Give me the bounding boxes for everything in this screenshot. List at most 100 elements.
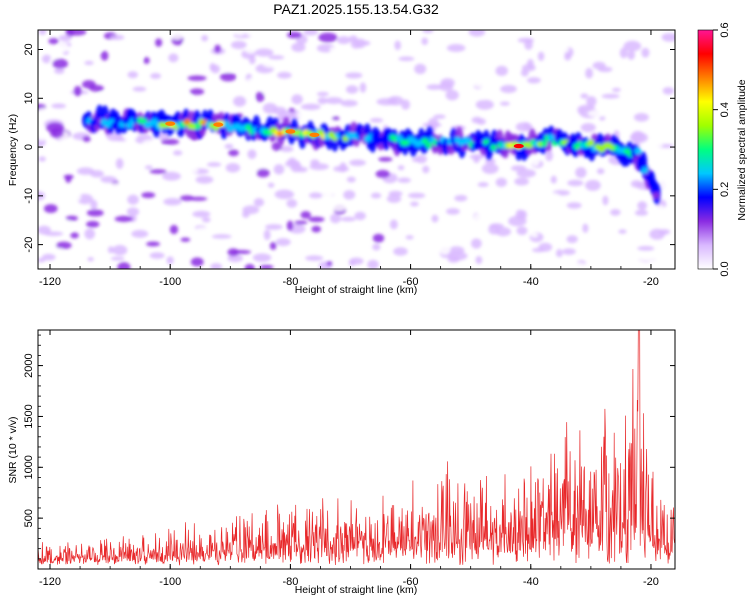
heatmap-noise-cell: [65, 215, 79, 221]
heatmap-noise-cell: [146, 241, 161, 247]
heatmap-noise-cell: [454, 194, 468, 202]
heatmap-noise-cell: [610, 209, 621, 216]
heatmap-noise-cell: [585, 67, 594, 79]
heatmap-noise-cell: [542, 192, 562, 204]
heatmap-noise-cell: [52, 58, 69, 69]
heatmap-noise-cell: [378, 156, 393, 162]
x-tick-label: -80: [282, 576, 298, 588]
heatmap-noise-cell: [172, 150, 183, 156]
heatmap-noise-cell: [445, 89, 459, 101]
heatmap-noise-cell: [157, 131, 170, 141]
heatmap-noise-cell: [286, 199, 298, 208]
heatmap-noise-cell: [206, 162, 222, 167]
snr-y-label: SNR (10 * v/v): [7, 416, 19, 483]
heatmap-noise-cell: [269, 242, 277, 250]
heatmap-noise-cell: [317, 97, 328, 105]
heatmap-noise-cell: [131, 229, 149, 238]
heatmap-noise-cell: [84, 228, 96, 240]
heatmap-noise-cell: [397, 165, 405, 171]
heatmap-noise-cell: [596, 168, 605, 175]
heatmap-noise-cell: [514, 177, 530, 186]
heatmap-noise-cell: [495, 226, 512, 237]
heatmap-noise-cell: [422, 30, 434, 34]
heatmap-noise-cell: [144, 165, 153, 170]
heatmap-noise-cell: [575, 167, 587, 178]
heatmap-noise-cell: [88, 84, 104, 92]
y-tick-label: 20: [23, 43, 35, 55]
heatmap-noise-cell: [85, 220, 100, 228]
heatmap-noise-cell: [664, 233, 675, 244]
heatmap-noise-cell: [179, 195, 195, 201]
heatmap-noise-cell: [311, 225, 322, 233]
spectrogram-y-ticks: 20 10 0 -10 -20: [23, 43, 675, 253]
heatmap-noise-cell: [300, 103, 321, 111]
heatmap-noise-cell: [82, 47, 102, 52]
heatmap-noise-cell: [55, 241, 72, 250]
heatmap-noise-cell: [448, 118, 459, 125]
heatmap-noise-cell: [446, 208, 460, 215]
heatmap-noise-cell: [277, 71, 292, 79]
ridge-core-cell: [652, 192, 660, 199]
heatmap-noise-cell: [163, 198, 182, 206]
heatmap-noise-cell: [245, 30, 263, 37]
heatmap-noise-cell: [349, 257, 364, 265]
heatmap-noise-cell: [538, 242, 553, 252]
heatmap-noise-cell: [233, 96, 247, 107]
heatmap-noise-cell: [38, 81, 44, 92]
spectrogram-y-label: Frequency (Hz): [7, 114, 19, 186]
heatmap-noise-cell: [325, 190, 332, 200]
heatmap-noise-cell: [594, 225, 613, 231]
heatmap-noise-cell: [516, 226, 528, 236]
heatmap-noise-cell: [246, 77, 263, 86]
heatmap-noise-cell: [618, 229, 627, 234]
heatmap-noise-cell: [375, 169, 390, 179]
heatmap-noise-cell: [637, 201, 648, 211]
heatmap-noise-cell: [407, 192, 426, 199]
heatmap-noise-cell: [38, 107, 54, 118]
heatmap-noise-cell: [348, 35, 358, 43]
heatmap-noise-cell: [225, 162, 241, 173]
heatmap-noise-cell: [367, 49, 381, 59]
heatmap-noise-cell: [127, 194, 139, 205]
heatmap-noise-cell: [254, 48, 274, 57]
heatmap-noise-cell: [471, 238, 482, 249]
heatmap-noise-cell: [38, 75, 50, 83]
heatmap-noise-cell: [448, 251, 468, 261]
heatmap-noise-cell: [401, 99, 411, 110]
ridge-core-cell: [634, 148, 642, 155]
heatmap-noise-cell: [227, 248, 239, 257]
ridge-core-cell: [338, 130, 346, 138]
heatmap-noise-cell: [411, 157, 421, 163]
heatmap-noise-cell: [429, 198, 439, 209]
heatmap-noise-cell: [170, 31, 184, 40]
heatmap-noise-cell: [372, 233, 385, 243]
heatmap-noise-cell: [643, 253, 659, 262]
heatmap-noise-cell: [162, 171, 181, 181]
heatmap-noise-cell: [349, 159, 367, 167]
ridge-core-cell: [547, 134, 555, 141]
heatmap-noise-cell: [86, 209, 104, 217]
heatmap-noise-cell: [476, 118, 486, 125]
heatmap-noise-cell: [51, 103, 67, 109]
ridge-core-cell: [648, 180, 656, 188]
heatmap-noise-cell: [597, 66, 613, 73]
snr-x-ticks: -120 -100 -80 -60 -40 -20: [39, 330, 659, 588]
heatmap-noise-cell: [190, 257, 204, 267]
heatmap-noise-cell: [587, 109, 607, 118]
heatmap-noise-cell: [182, 93, 192, 99]
heatmap-noise-cell: [109, 34, 125, 40]
heatmap-noise-cell: [468, 106, 478, 118]
heatmap-noise-cell: [150, 73, 162, 79]
heatmap-noise-cell: [289, 185, 307, 192]
heatmap-noise-cell: [267, 182, 275, 188]
heatmap-noise-cell: [661, 158, 675, 165]
heatmap-noise-cell: [477, 182, 489, 188]
heatmap-noise-cell: [54, 67, 65, 74]
y-tick-label: 0: [23, 144, 35, 150]
heatmap-noise-cell: [483, 262, 500, 269]
heatmap-noise-cell: [318, 32, 338, 43]
spectrogram-x-ticks: -120 -100 -80 -60 -40 -20: [39, 30, 659, 288]
heatmap-noise-cell: [300, 211, 312, 219]
heatmap-noise-cell: [244, 94, 255, 104]
